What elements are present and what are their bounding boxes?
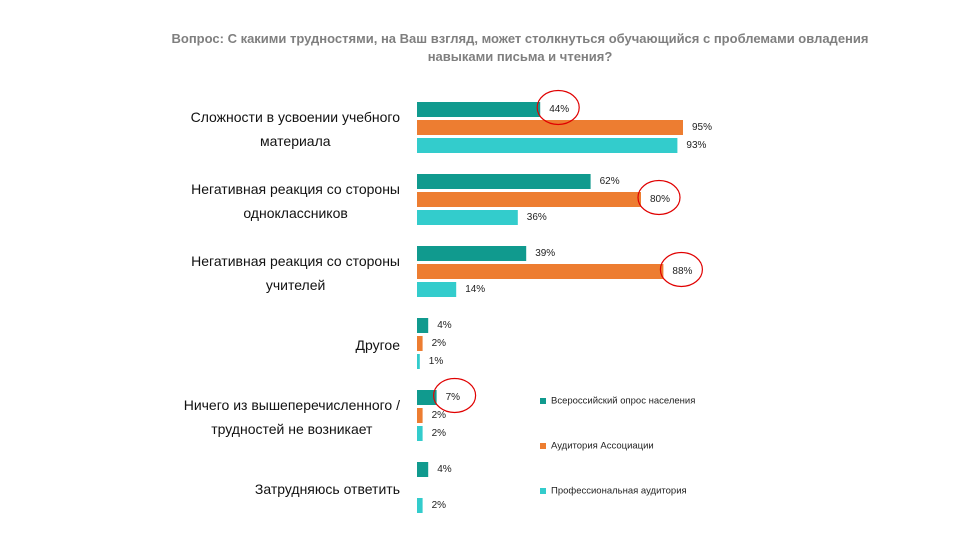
bar bbox=[417, 408, 423, 423]
bar bbox=[417, 336, 423, 351]
bar bbox=[417, 318, 429, 333]
value-label: 14% bbox=[465, 284, 485, 295]
bar bbox=[417, 462, 429, 477]
legend-label: Аудитория Ассоциации bbox=[551, 441, 654, 452]
highlight-circle bbox=[637, 179, 681, 216]
legend-swatch bbox=[540, 488, 546, 494]
category-text: Ничего из вышеперечисленного / трудносте… bbox=[183, 397, 400, 437]
category-label: Затрудняюсь ответить bbox=[255, 459, 400, 519]
value-label: 2% bbox=[432, 410, 447, 421]
bar bbox=[417, 282, 457, 297]
value-label: 39% bbox=[535, 248, 555, 259]
legend-label: Всероссийский опрос населения bbox=[551, 396, 695, 407]
category-text: Негативная реакция со стороны одноклассн… bbox=[191, 181, 400, 221]
value-label: 1% bbox=[429, 356, 444, 367]
category-text: Другое bbox=[355, 337, 400, 353]
category-label: Негативная реакция со стороны одноклассн… bbox=[191, 171, 400, 231]
legend-label: Профессиональная аудитория bbox=[551, 486, 687, 497]
highlight-circle bbox=[659, 251, 704, 288]
value-label: 4% bbox=[437, 464, 452, 475]
value-label: 2% bbox=[432, 500, 447, 511]
bar bbox=[417, 246, 527, 261]
category-label: Сложности в усвоении учебного материала bbox=[191, 99, 400, 159]
value-label: 62% bbox=[600, 176, 620, 187]
value-label: 2% bbox=[432, 338, 447, 349]
value-label: 2% bbox=[432, 428, 447, 439]
bar bbox=[417, 120, 683, 135]
value-label: 93% bbox=[686, 140, 706, 151]
bar bbox=[417, 210, 518, 225]
bar bbox=[417, 138, 678, 153]
bar bbox=[417, 426, 423, 441]
bar bbox=[417, 192, 641, 207]
highlight-circle bbox=[433, 377, 477, 414]
bar bbox=[417, 354, 420, 369]
category-text: Сложности в усвоении учебного материала bbox=[190, 109, 400, 149]
value-label: 36% bbox=[527, 212, 547, 223]
bar bbox=[417, 102, 541, 117]
bar bbox=[417, 390, 437, 405]
legend-swatch bbox=[540, 443, 546, 449]
category-label: Ничего из вышеперечисленного / трудносте… bbox=[184, 387, 400, 447]
value-label: 7% bbox=[446, 392, 461, 403]
bar bbox=[417, 264, 664, 279]
value-label: 4% bbox=[437, 320, 452, 331]
category-label: Другое bbox=[356, 315, 400, 375]
value-label: 80% bbox=[650, 194, 670, 205]
category-text: Затрудняюсь ответить bbox=[254, 481, 400, 497]
value-label: 88% bbox=[672, 266, 692, 277]
legend-swatch bbox=[540, 398, 546, 404]
bar bbox=[417, 498, 423, 513]
bar bbox=[417, 174, 591, 189]
value-label: 44% bbox=[549, 104, 569, 115]
category-label: Негативная реакция со стороны учителей bbox=[191, 243, 400, 303]
chart-title: Вопрос: С какими трудностями, на Ваш взг… bbox=[171, 31, 869, 64]
highlight-circle bbox=[536, 89, 580, 126]
category-text: Негативная реакция со стороны учителей bbox=[191, 253, 400, 293]
value-label: 95% bbox=[692, 122, 712, 133]
